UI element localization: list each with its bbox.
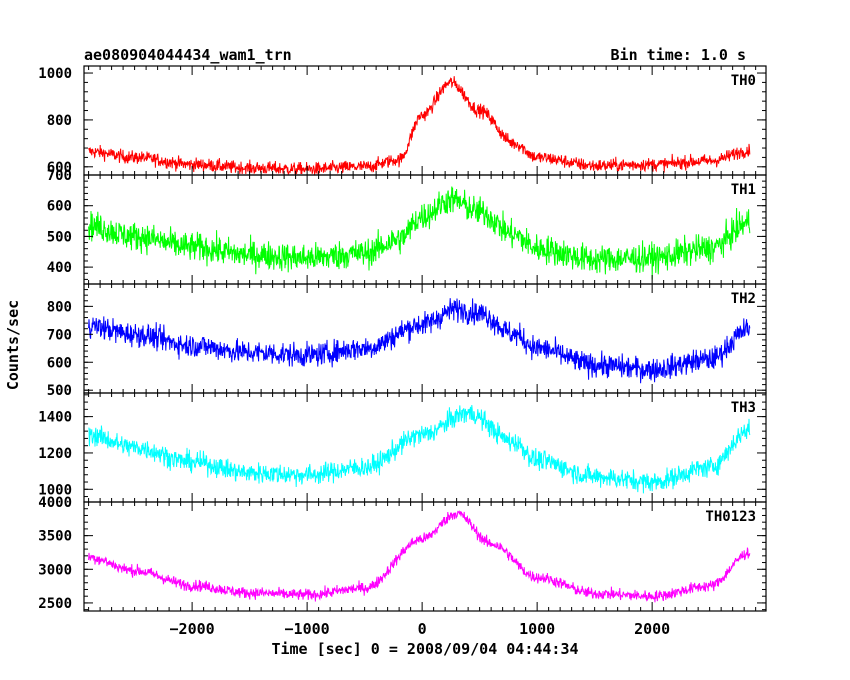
panel-frame — [83, 501, 767, 612]
y-tick-label: 700 — [47, 327, 72, 343]
x-tick-label: 1000 — [519, 620, 555, 638]
y-tick-label: 1400 — [38, 410, 72, 426]
y-tick-label: 1200 — [38, 446, 72, 462]
chart-title: ae080904044434_wam1_trn — [84, 46, 292, 64]
y-tick-label: 400 — [47, 260, 72, 276]
y-tick-label: 1000 — [38, 66, 72, 82]
series-line-th2 — [88, 298, 751, 384]
bin-time-label: Bin time: 1.0 s — [611, 46, 746, 64]
x-tick-label: 0 — [418, 620, 427, 638]
x-tick-label: −1000 — [285, 620, 330, 638]
panel-label-th1: TH1 — [731, 182, 756, 198]
panel-th2: 500 600 700 800 TH2 — [47, 283, 767, 399]
panel-label-th3: TH3 — [731, 400, 756, 416]
panel-label-th2: TH2 — [731, 291, 756, 307]
y-tick-label: 600 — [47, 199, 72, 215]
y-tick-label: 1000 — [38, 482, 72, 498]
x-tick-label: −2000 — [170, 620, 215, 638]
x-tick-label: 2000 — [634, 620, 670, 638]
panel-th0: 600 800 1000 TH0 — [38, 65, 767, 176]
panel-th3: 1000 1200 1400 TH3 — [38, 392, 767, 503]
y-tick-label: 800 — [47, 113, 72, 129]
y-tick-label: 2500 — [38, 596, 72, 612]
series-line-th0123 — [88, 510, 751, 603]
y-tick-label: 700 — [47, 168, 72, 184]
series-line-th0 — [88, 76, 751, 176]
panel-label-th0123: TH0123 — [705, 509, 756, 525]
y-axis-label: Counts/sec — [4, 300, 22, 390]
panel-th1: 400 500 600 700 TH1 — [47, 168, 767, 285]
series-line-th1 — [88, 186, 751, 280]
y-tick-label: 800 — [47, 299, 72, 315]
y-tick-label: 600 — [47, 160, 72, 176]
y-tick-label: 600 — [47, 355, 72, 371]
y-tick-label: 4000 — [38, 495, 72, 511]
y-tick-label: 500 — [47, 229, 72, 245]
x-tick-labels: −2000 −1000 0 1000 2000 — [170, 620, 671, 638]
y-tick-label: 500 — [47, 383, 72, 399]
y-tick-label: 3500 — [38, 529, 72, 545]
x-axis-label: Time [sec] 0 = 2008/09/04 04:44:34 — [271, 640, 578, 658]
panel-label-th0: TH0 — [731, 73, 756, 89]
panel-frame — [83, 174, 767, 285]
y-tick-label: 3000 — [38, 562, 72, 578]
series-line-th3 — [88, 405, 751, 494]
panel-th0123: 2500 3000 3500 4000 TH0123 — [38, 495, 767, 612]
